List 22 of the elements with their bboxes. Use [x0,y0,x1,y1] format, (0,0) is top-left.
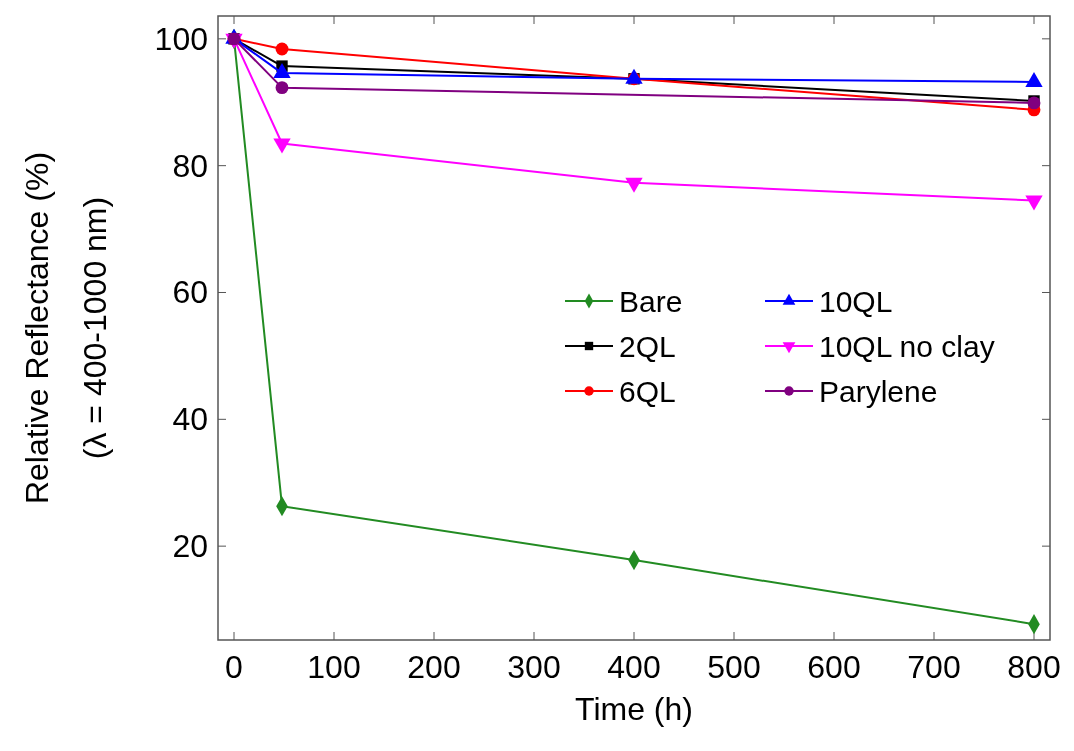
y-tick-label: 60 [172,274,208,311]
legend-label: 10QL no clay [819,330,995,363]
legend-label: Bare [619,285,683,318]
x-tick-label: 600 [807,649,861,685]
x-tick-label: 400 [607,649,661,685]
x-tick-label: 700 [907,649,961,685]
x-tick-label: 100 [307,649,361,685]
legend-label: 6QL [619,375,676,408]
x-tick-label: 800 [1007,649,1061,685]
y-tick-label: 100 [154,20,208,57]
legend-label: Parylene [819,375,938,408]
x-tick-label: 0 [225,649,243,685]
x-tick-label: 500 [707,649,761,685]
y-axis-title: Relative Reflectance (%) (λ = 400-1000 nm) [19,151,113,505]
x-tick-label: 200 [407,649,461,685]
x-tick-label: 300 [507,649,561,685]
legend-label: 2QL [619,330,676,363]
legend-label: 10QL [819,285,893,318]
x-axis-title: Time (h) [575,691,693,727]
y-tick-label: 40 [172,401,208,438]
y-tick-label: 80 [172,147,208,184]
y-tick-label: 20 [172,528,208,565]
